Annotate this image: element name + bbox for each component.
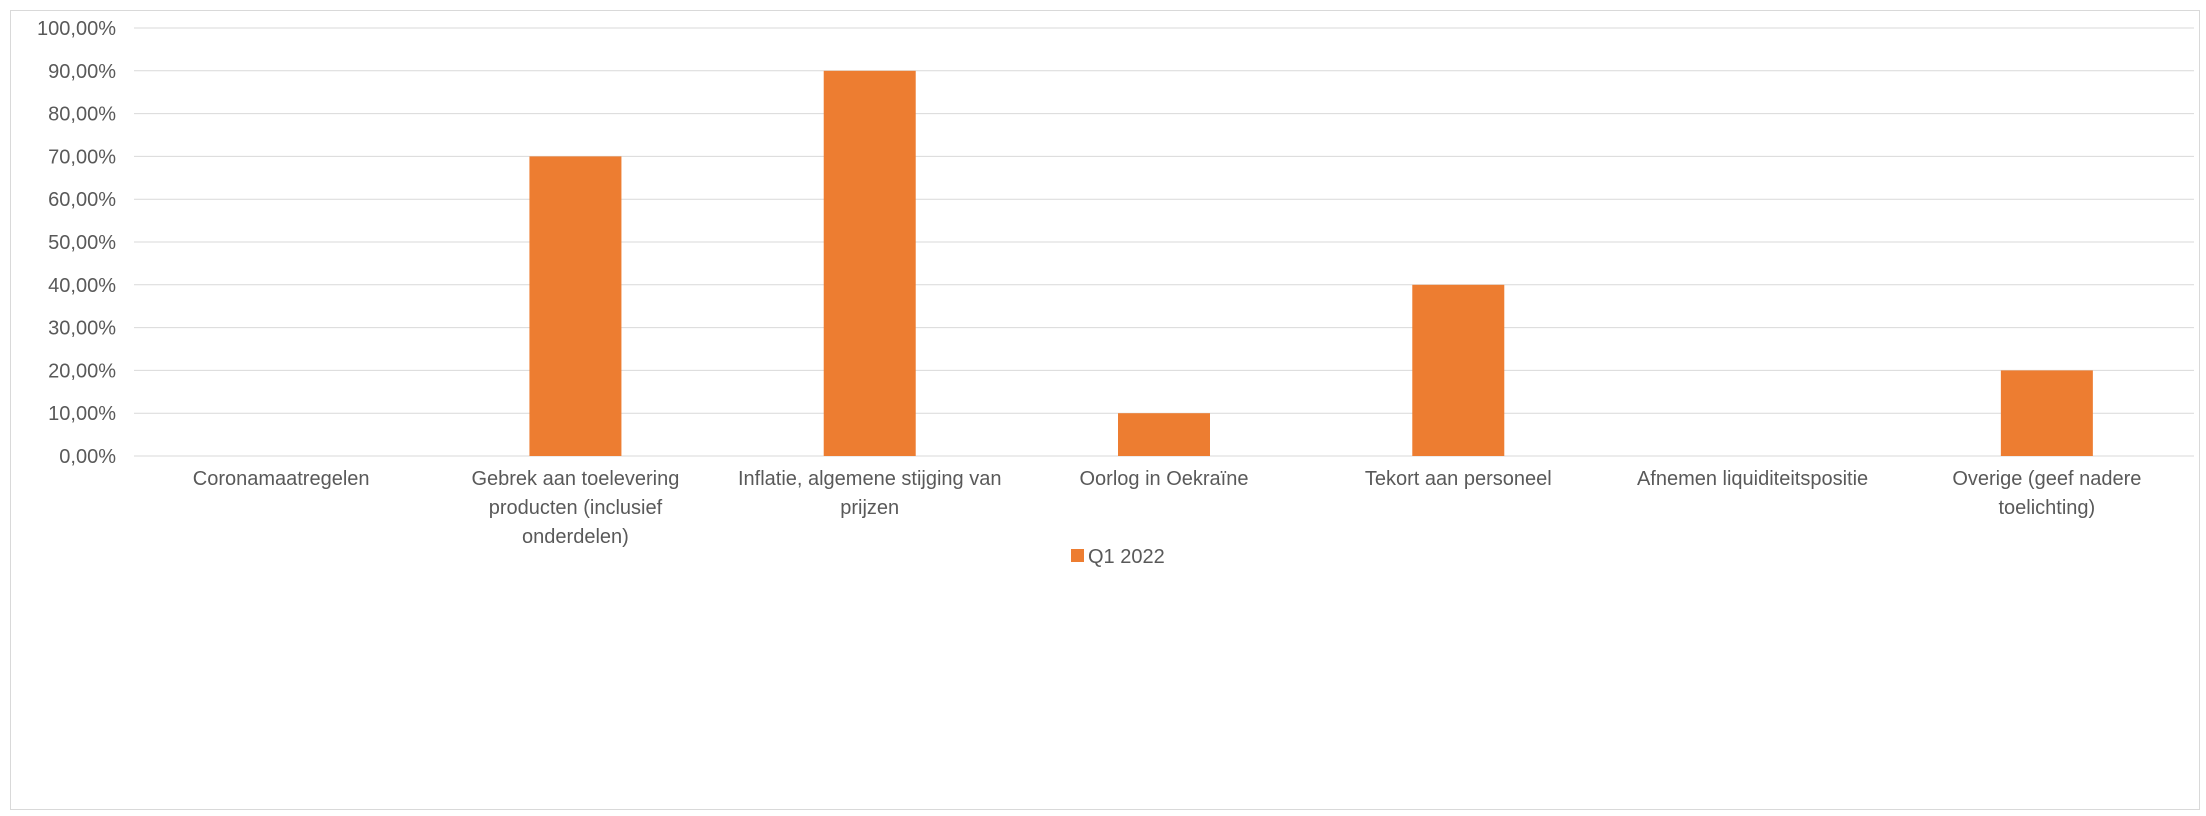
- bar: [1412, 284, 1505, 456]
- x-axis-tick-labels: Coronamaatregelen Gebrek aan toelevering p…: [193, 468, 2142, 548]
- legend-swatch: [1071, 549, 1084, 562]
- y-tick-label: 10,00%: [48, 403, 116, 425]
- y-tick-label: 90,00%: [48, 61, 116, 83]
- bar-chart: 0,00% 10,00% 20,00% 30,00% 40,00% 50,00% 60,00…: [37, 18, 2194, 568]
- y-tick-label: 0,00%: [59, 446, 116, 468]
- x-tick-label: Gebrek aan toelevering producten (inclusi…: [471, 468, 679, 548]
- bar: [2000, 370, 2093, 456]
- bar: [1118, 413, 1210, 456]
- chart-frame: 0,00% 10,00% 20,00% 30,00% 40,00% 50,00% 60,00…: [10, 10, 2200, 810]
- y-tick-label: 70,00%: [48, 146, 116, 168]
- x-tick-label: Tekort aan personeel: [1365, 468, 1552, 490]
- y-tick-label: 80,00%: [48, 104, 116, 126]
- legend: Q1 2022: [1071, 546, 1165, 568]
- y-tick-label: 30,00%: [48, 318, 116, 340]
- legend-label: Q1 2022: [1088, 546, 1165, 568]
- y-tick-label: 50,00%: [48, 232, 116, 254]
- y-tick-label: 60,00%: [48, 189, 116, 211]
- x-tick-label: Coronamaatregelen: [193, 468, 370, 490]
- x-tick-label: Oorlog in Oekraïne: [1080, 468, 1249, 490]
- x-tick-label: Afnemen liquiditeitspositie: [1637, 468, 1868, 490]
- bar: [823, 70, 916, 457]
- y-tick-label: 20,00%: [48, 360, 116, 382]
- x-tick-label: Overige (geef nadere toelichting): [1952, 468, 2141, 519]
- y-axis-tick-labels: 0,00% 10,00% 20,00% 30,00% 40,00% 50,00% 60,00…: [37, 18, 116, 468]
- gridlines: [134, 27, 2194, 457]
- x-tick-label: Inflatie, algemene stijging van prijzen: [738, 468, 1002, 519]
- y-tick-label: 40,00%: [48, 275, 116, 297]
- bar: [529, 156, 622, 456]
- y-tick-label: 100,00%: [37, 18, 116, 40]
- bars: [529, 70, 2093, 457]
